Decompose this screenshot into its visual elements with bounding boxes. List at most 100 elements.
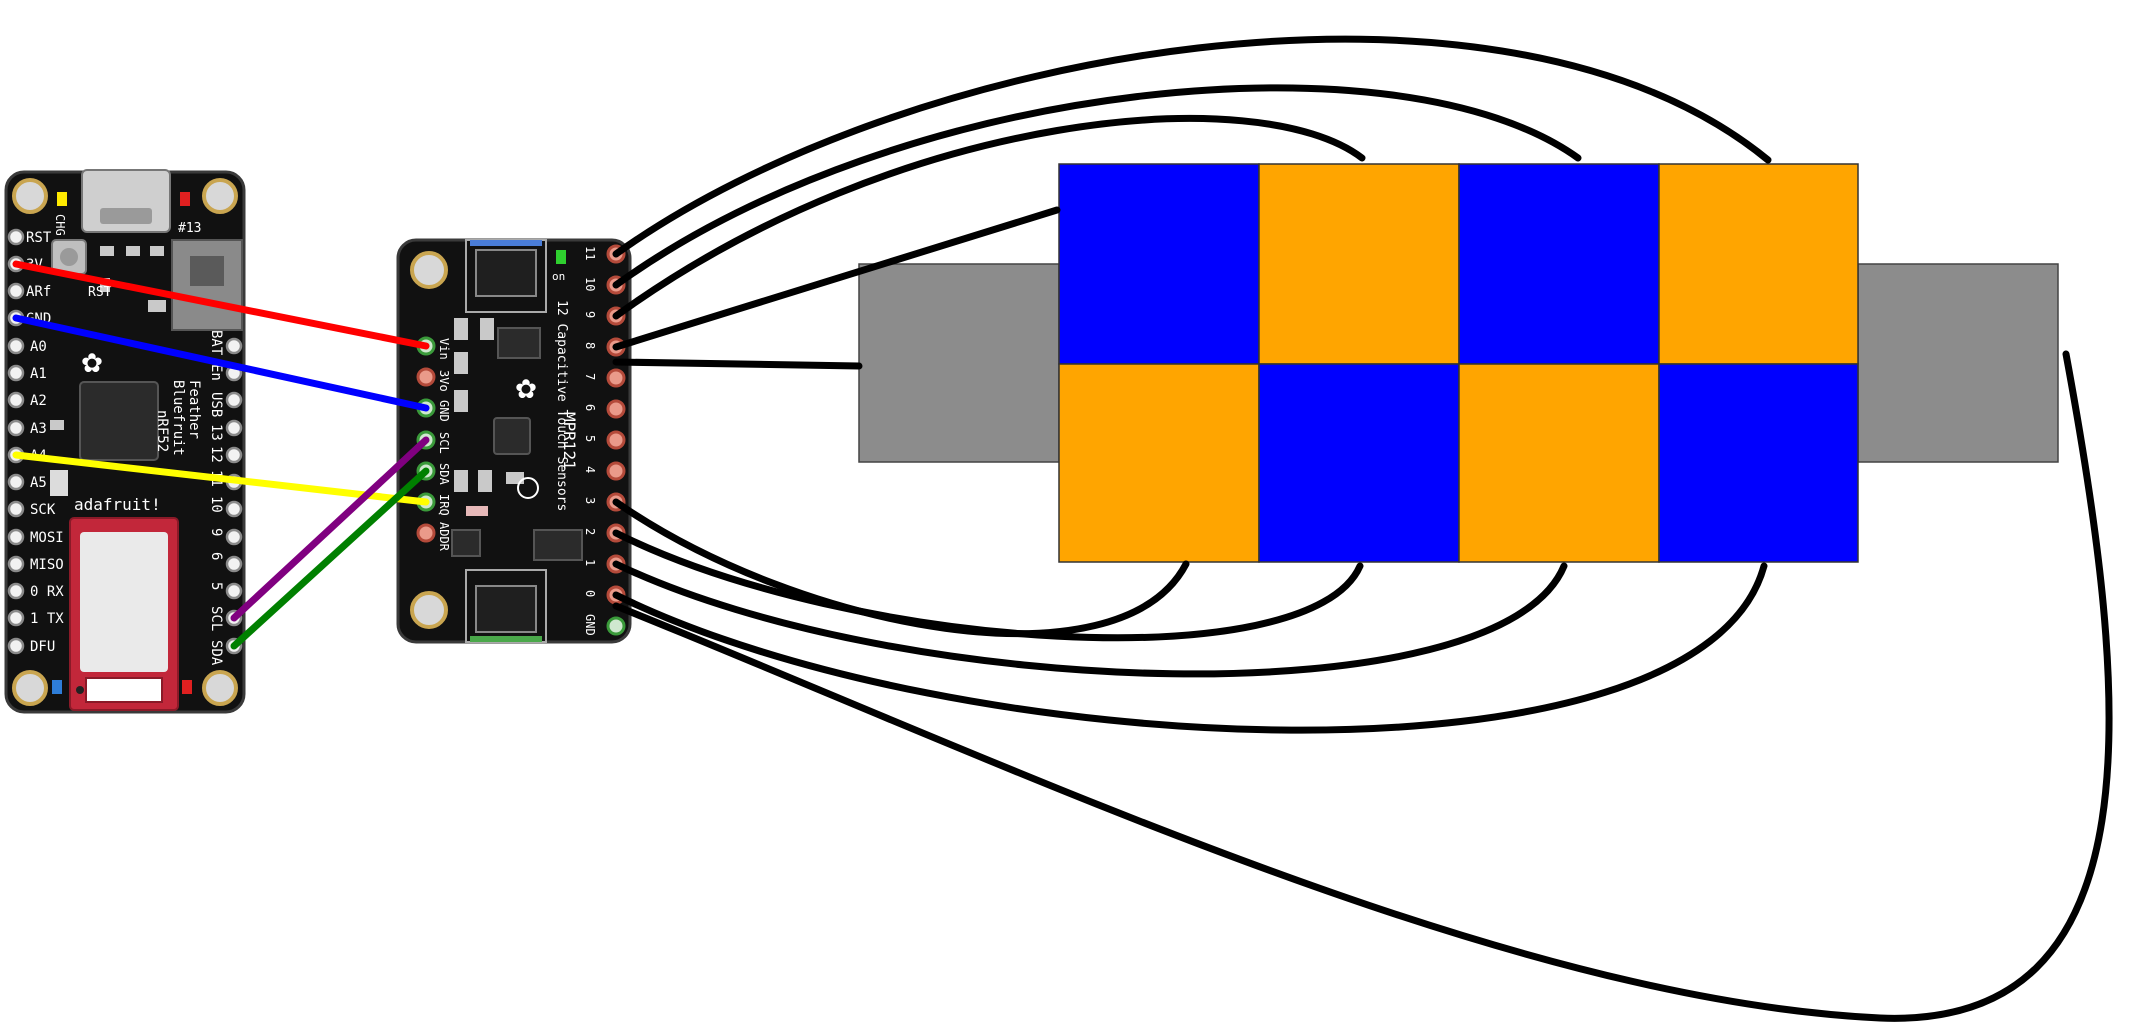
mpr121-label-vin: Vin bbox=[437, 338, 451, 360]
wire-black bbox=[612, 529, 1364, 642]
feather-label-sda: SDA bbox=[208, 640, 224, 666]
mpr121-label-2: 2 bbox=[583, 528, 597, 535]
mpr121-pin-7 bbox=[606, 368, 626, 388]
mpr121-pin-addr bbox=[416, 523, 436, 543]
mounting-hole bbox=[202, 178, 238, 214]
wire-green bbox=[230, 467, 430, 650]
mcu-chip bbox=[79, 381, 159, 461]
wire-black bbox=[612, 115, 1366, 320]
touch-pad-blue bbox=[1658, 363, 1859, 563]
power-led bbox=[556, 250, 566, 264]
mpr121-label-0: 0 bbox=[583, 590, 597, 597]
feather-label-12: 12 bbox=[208, 446, 224, 463]
feather-label-dfu: DFU bbox=[30, 639, 55, 655]
wire-black bbox=[612, 358, 863, 370]
wire-black bbox=[612, 562, 1768, 734]
mpr121-label-gnd: GND bbox=[437, 400, 451, 422]
feather-chg-label: CHG bbox=[53, 214, 67, 236]
mpr121-label-addr: ADDR bbox=[437, 522, 451, 552]
wire-red bbox=[12, 260, 430, 350]
wire-black bbox=[612, 560, 1568, 678]
mpr121-label-4: 4 bbox=[583, 466, 597, 473]
mounting-hole bbox=[410, 591, 448, 629]
mpr121-label-5: 5 bbox=[583, 435, 597, 442]
mpr121-label-6: 6 bbox=[583, 404, 597, 411]
feather-rst-label: RST bbox=[88, 285, 112, 300]
mpr121-pin-6 bbox=[606, 399, 626, 419]
feather-label-scl: SCL bbox=[208, 606, 224, 631]
feather-label-a3: A3 bbox=[30, 421, 47, 437]
mpr121-label-7: 7 bbox=[583, 373, 597, 380]
mpr121-label-11: 11 bbox=[583, 246, 597, 260]
touch-pad-blue bbox=[1258, 363, 1460, 563]
mpr121-label-3vo: 3Vo bbox=[437, 370, 451, 392]
mpr121-label-1: 1 bbox=[583, 559, 597, 566]
feather-label-en: En bbox=[208, 364, 224, 381]
feather-label-bat: BAT bbox=[208, 330, 224, 356]
mpr121-label-irq: IRQ bbox=[437, 494, 451, 516]
chg-led bbox=[57, 192, 67, 206]
red-led bbox=[180, 192, 190, 206]
feather-label-rx: 0 RX bbox=[30, 584, 64, 600]
feather-label-tx: 1 TX bbox=[30, 611, 64, 627]
mpr121-pin-4 bbox=[606, 461, 626, 481]
feather-label-mosi: MOSI bbox=[30, 530, 64, 546]
black-wires bbox=[612, 35, 2113, 1022]
mpr121-chip bbox=[493, 417, 531, 455]
feather-label-rst: RST bbox=[26, 230, 52, 246]
feather-label-5: 5 bbox=[208, 582, 224, 590]
mpr121-label-10: 10 bbox=[583, 277, 597, 291]
touch-pad-assembly bbox=[858, 163, 2059, 563]
feather-label-miso: MISO bbox=[30, 557, 64, 573]
feather-label-10: 10 bbox=[208, 496, 224, 513]
feather-label-a5: A5 bbox=[30, 475, 47, 491]
gray-end-right bbox=[1857, 263, 2059, 463]
power-led-label: on bbox=[552, 270, 565, 283]
addr-jumper-icon bbox=[517, 477, 539, 499]
feather-board-chip: nRF52 bbox=[154, 410, 170, 452]
mpr121-label-gnd-right: GND bbox=[583, 614, 597, 636]
mpr121-subtitle: 12 Capacitive Touch Sensors bbox=[554, 300, 569, 511]
feather-label-9: 9 bbox=[208, 528, 224, 536]
wire-black bbox=[612, 35, 1772, 258]
touch-pad-orange bbox=[1658, 163, 1859, 365]
mpr121-pin-3vo bbox=[416, 367, 436, 387]
adafruit-star-icon: ✿ bbox=[82, 341, 102, 381]
wire-black bbox=[612, 350, 2113, 1022]
feather-label-a1: A1 bbox=[30, 366, 47, 382]
wire-yellow bbox=[12, 451, 430, 506]
mounting-hole bbox=[410, 251, 448, 289]
mpr121-label-8: 8 bbox=[583, 342, 597, 349]
gray-end-left bbox=[858, 263, 1060, 463]
feather-board: ✿ RS bbox=[4, 169, 246, 714]
feather-label-a0: A0 bbox=[30, 339, 47, 355]
adafruit-star-icon: ✿ bbox=[516, 367, 536, 407]
wire-black bbox=[612, 206, 1061, 351]
touch-pad-orange bbox=[1458, 363, 1660, 563]
mpr121-pin-5 bbox=[606, 430, 626, 450]
feather-brand: adafruit! bbox=[74, 495, 161, 514]
feather-label-arf: ARf bbox=[26, 284, 51, 300]
regulator-chip bbox=[497, 327, 541, 359]
mpr121-label-scl: SCL bbox=[437, 432, 451, 454]
mounting-hole bbox=[202, 670, 238, 706]
feather-board-name: Feather bbox=[186, 380, 202, 439]
feather-label-a2: A2 bbox=[30, 393, 47, 409]
wire-black bbox=[612, 84, 1582, 289]
touch-pad-orange bbox=[1258, 163, 1460, 365]
battery-connector bbox=[171, 239, 243, 331]
touch-pad-blue bbox=[1058, 163, 1260, 365]
mpr121-label-sda: SDA bbox=[437, 463, 451, 485]
mpr121-pin-gnd-right bbox=[606, 616, 626, 636]
feather-label-sck: SCK bbox=[30, 502, 56, 518]
feather-label-13: 13 bbox=[208, 424, 224, 441]
mpr121-label-9: 9 bbox=[583, 311, 597, 318]
mounting-hole bbox=[12, 178, 48, 214]
mpr121-title: MPR121 bbox=[560, 412, 579, 470]
wire-purple bbox=[230, 436, 430, 622]
feather-left-pins bbox=[7, 228, 25, 655]
level-shifter-chip bbox=[533, 529, 583, 561]
mpr121-label-3: 3 bbox=[583, 497, 597, 504]
feather-board-variant: Bluefruit bbox=[170, 380, 186, 456]
